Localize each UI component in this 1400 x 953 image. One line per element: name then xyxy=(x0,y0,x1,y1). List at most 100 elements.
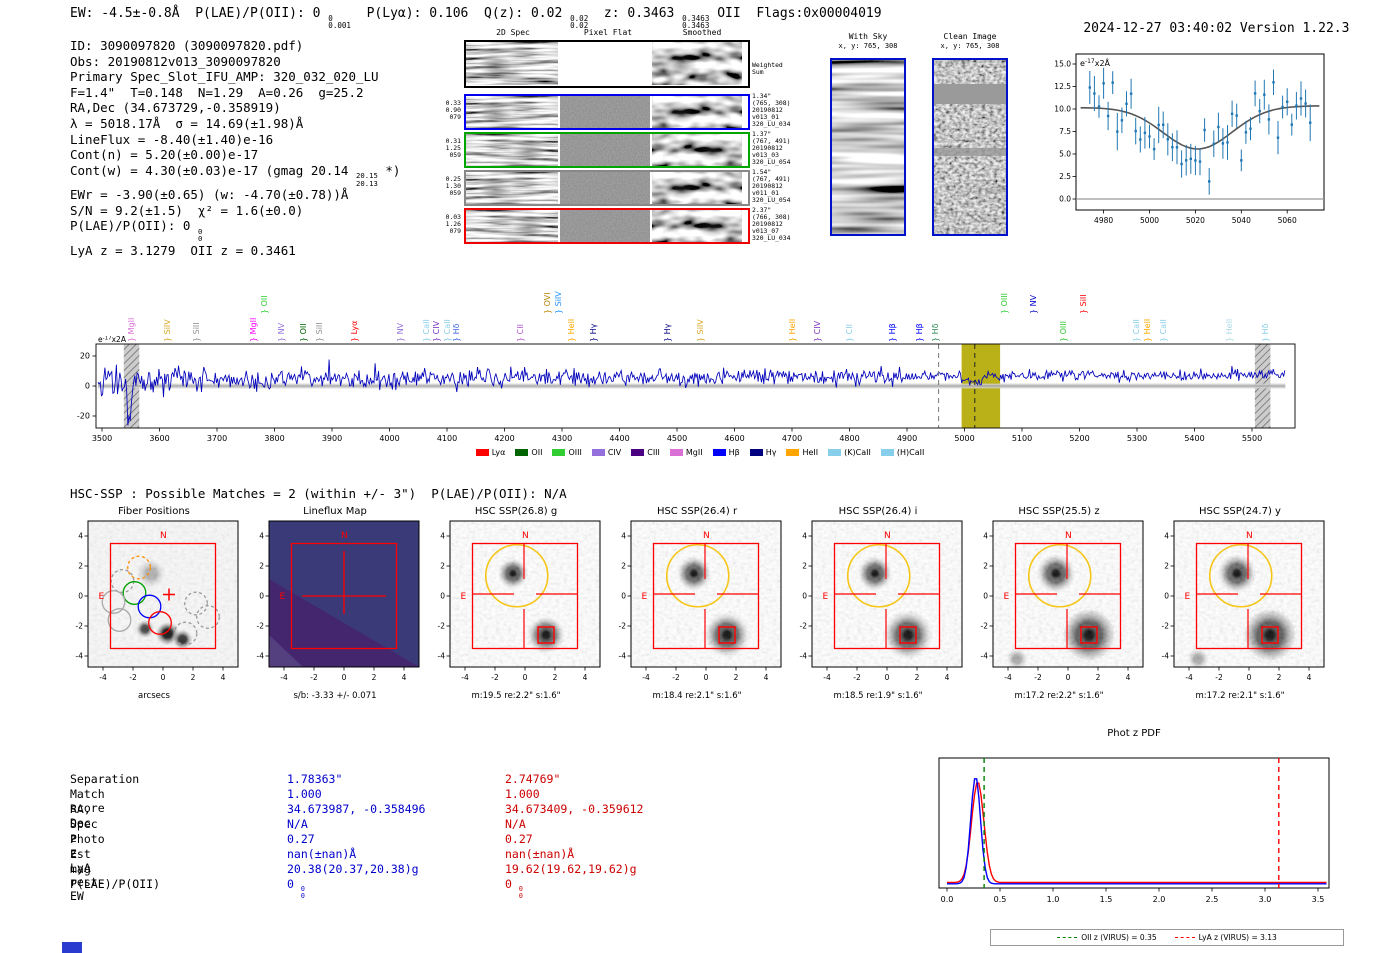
svg-text:-4: -4 xyxy=(99,673,107,682)
svg-text:0.5: 0.5 xyxy=(994,895,1007,904)
cutout-cell-smooth xyxy=(652,172,742,204)
aperture-circle xyxy=(846,543,911,608)
svg-text:4: 4 xyxy=(1307,673,1312,682)
cutout-panel-plot: N E -4 -4 -2 -2 0 0 2 2 4 4 xyxy=(438,520,601,682)
match-value: N/A xyxy=(287,817,308,831)
match-value: 34.673987, -0.358496 xyxy=(287,802,426,816)
cutout-panel-hsc-4: HSC SSP(26.4) i N E -4 -4 -2 -2 0 0 2 2 4 4 m:18.5 re… xyxy=(786,506,970,701)
svg-text:5060: 5060 xyxy=(1278,216,1297,225)
legend-item: MgII xyxy=(669,448,703,457)
cutout-panel-title: HSC SSP(25.5) z xyxy=(1018,506,1100,517)
svg-text:0.0: 0.0 xyxy=(941,895,954,904)
info-line-3: Primary Spec_Slot_IFU_AMP: 320_032_020_L… xyxy=(70,69,400,85)
cutout-cell-flat xyxy=(560,96,650,128)
text-segment: F=1.4" T=0.148 N=1.29 A=0.26 g=25.2 xyxy=(70,84,364,100)
cutout-panel-title: Fiber Positions xyxy=(118,506,190,517)
legend-item: HeII xyxy=(786,448,818,457)
match-value: 1.000 xyxy=(287,787,322,801)
text-segment: LineFlux = -8.40(±1.40)e-16 xyxy=(70,131,274,147)
cutout-panel-caption: m:19.5 re:2.2" s:1.6" xyxy=(471,691,561,701)
text-segment: EWr = -3.90(±0.65) (w: -4.70(±0.78))Å xyxy=(70,187,349,203)
cutout-cell-flat xyxy=(560,210,650,242)
legend-item: (H)CaII xyxy=(880,448,925,457)
report-meta: 2024-12-27 03:40:02 Version 1.22.3 xyxy=(1052,6,1349,51)
hsc-matches-header: HSC-SSP : Possible Matches = 2 (within +… xyxy=(70,486,567,501)
aperture-circle xyxy=(665,543,730,608)
with-sky-image xyxy=(830,58,906,236)
cutout-panel-caption: m:17.2 re:2.1" s:1.6" xyxy=(1195,691,1285,701)
svg-text:-4: -4 xyxy=(1185,673,1193,682)
svg-text:0: 0 xyxy=(1066,673,1071,682)
report-timestamp: 2024-12-27 03:40:02 xyxy=(1083,21,1233,36)
svg-text:-4: -4 xyxy=(642,673,650,682)
axis-ticks: -4 -4 -2 -2 0 0 2 2 4 4 xyxy=(800,532,950,682)
photz-axis-ticks: 0.0 0.5 1.0 1.5 2.0 2.5 3.0 3.5 xyxy=(941,888,1324,904)
compass-north: N xyxy=(1065,531,1072,541)
inset-axis-ticks: 0.0 2.5 5.0 7.5 10.0 12.5 15.0 4980 5000 5020 5040… xyxy=(1054,60,1297,225)
cutout-cell-smear xyxy=(466,134,558,166)
legend-label: (H)CaII xyxy=(896,448,925,457)
svg-text:4980: 4980 xyxy=(1094,216,1113,225)
svg-text:5040: 5040 xyxy=(1232,216,1251,225)
summary-header: EW: -4.5±-0.8Å P(LAE)/P(OII): 0 0 0.001 P… xyxy=(70,6,882,30)
line-fit-inset-plot: 0.0 2.5 5.0 7.5 10.0 12.5 15.0 4980 5000 5020 5040… xyxy=(1054,53,1325,225)
svg-text:4500: 4500 xyxy=(667,434,687,443)
weighted-sum-label: Weighted Sum xyxy=(752,61,783,77)
match-value: 1.000 xyxy=(505,787,540,801)
match-row-label: RA, Dec xyxy=(70,802,91,830)
with-sky-svg xyxy=(832,60,904,234)
segmentation-circle xyxy=(881,608,935,662)
cutout-cell-flat xyxy=(560,172,650,204)
svg-text:4000: 4000 xyxy=(379,434,399,443)
info-line-6: λ = 5018.17Å σ = 14.69(±1.98)Å xyxy=(70,116,400,132)
cutout-panel-plot: N E -4 -4 -2 -2 0 0 2 2 4 4 xyxy=(76,520,239,682)
legend-label: Lyα xyxy=(491,448,506,457)
svg-text:-4: -4 xyxy=(438,652,446,661)
sup-sub-fraction: 0.3463 0.3463 xyxy=(682,13,710,31)
neighbor-box xyxy=(718,626,736,644)
svg-text:5020: 5020 xyxy=(1186,216,1205,225)
fiber-row-strip xyxy=(464,94,750,130)
cutout-panel-title: HSC SSP(26.8) g xyxy=(474,506,558,517)
svg-text:12.5: 12.5 xyxy=(1054,82,1071,91)
photz-legend-item: LyA z (VIRUS) = 3.13 xyxy=(1174,933,1277,942)
match-row-label: Match score xyxy=(70,787,105,815)
col-header-smoothed: Smoothed xyxy=(682,28,722,37)
svg-text:3800: 3800 xyxy=(264,434,284,443)
svg-text:4300: 4300 xyxy=(552,434,572,443)
svg-text:10.0: 10.0 xyxy=(1054,105,1071,114)
match-value: 0.27 xyxy=(287,832,315,846)
svg-text:2: 2 xyxy=(915,673,920,682)
svg-text:15.0: 15.0 xyxy=(1054,60,1071,69)
svg-text:-4: -4 xyxy=(619,652,627,661)
cutout-panel-caption: s/b: -3.33 +/- 0.071 xyxy=(293,691,377,701)
svg-text:5.0: 5.0 xyxy=(1059,150,1071,159)
inset-unit-label: e-17x2Å xyxy=(1080,57,1111,68)
text-segment: z: 0.3463 xyxy=(588,6,683,21)
match-row-label: Spec z xyxy=(70,817,98,845)
neighbor-box xyxy=(1080,626,1098,644)
cutout-panel-plot: N E -4 -4 -2 -2 0 0 2 2 4 4 xyxy=(800,520,963,682)
extraction-box xyxy=(1014,542,1122,650)
info-line-2: Obs: 20190812v013_3090097820 xyxy=(70,54,400,70)
fiber-circle xyxy=(127,555,151,580)
svg-text:2: 2 xyxy=(553,673,558,682)
compass-north: N xyxy=(160,531,167,541)
line-label-SiII: } SiII xyxy=(1079,294,1088,314)
spectrum-trace xyxy=(97,359,1286,426)
legend-swatch xyxy=(591,449,605,456)
info-line-7: LineFlux = -8.40(±1.40)e-16 xyxy=(70,132,400,148)
svg-text:0: 0 xyxy=(259,592,264,601)
svg-text:-4: -4 xyxy=(823,673,831,682)
match-row-label: Est LyA rest-EW xyxy=(70,847,105,903)
svg-text:2: 2 xyxy=(372,673,377,682)
photz-pdf-plot: 0.0 0.5 1.0 1.5 2.0 2.5 3.0 3.5 xyxy=(938,757,1330,904)
svg-text:4100: 4100 xyxy=(437,434,457,443)
legend-label: Hβ xyxy=(728,448,740,457)
svg-text:-2: -2 xyxy=(76,622,84,631)
svg-text:5500: 5500 xyxy=(1242,434,1262,443)
svg-text:-2: -2 xyxy=(981,622,989,631)
cutout-panel-fiber: Fiber Positions N E -4 -4 -2 -2 0 0 2 2 4 4 arcsecs xyxy=(62,506,246,701)
svg-text:4: 4 xyxy=(221,673,226,682)
